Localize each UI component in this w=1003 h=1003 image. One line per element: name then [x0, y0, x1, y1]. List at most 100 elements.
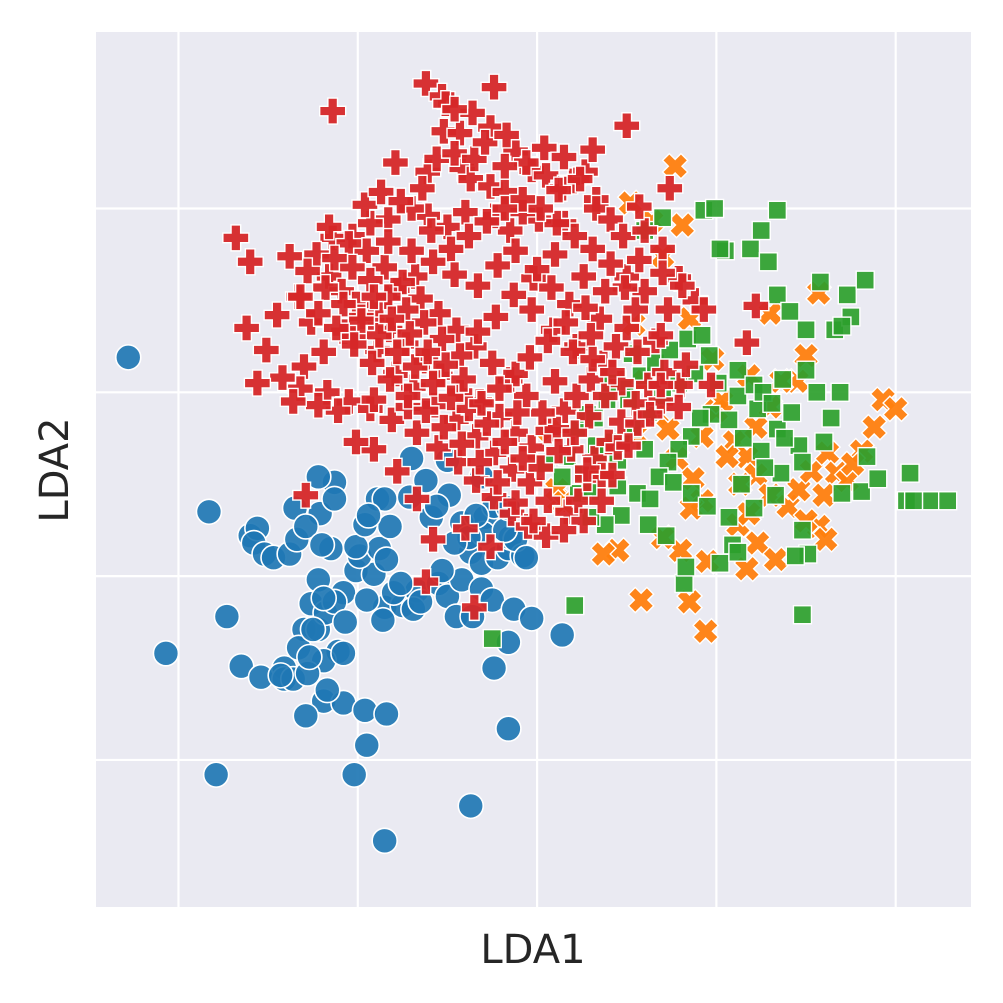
- plus-point: [647, 371, 675, 399]
- plus-point: [302, 240, 331, 269]
- plus-point: [550, 516, 578, 544]
- square-point: [638, 514, 658, 535]
- x-point: [589, 540, 618, 568]
- square-point: [663, 472, 684, 493]
- x-point: [882, 395, 910, 423]
- square-point: [676, 557, 696, 577]
- plus-point: [430, 117, 458, 145]
- plus-point: [690, 295, 718, 324]
- square-point: [937, 491, 958, 511]
- circle-point: [342, 533, 370, 561]
- plus-point: [485, 374, 514, 403]
- plus-point: [335, 387, 363, 416]
- plus-point: [591, 382, 619, 410]
- plus-point: [541, 240, 569, 269]
- plus-point: [286, 283, 315, 311]
- plus-point: [480, 73, 508, 101]
- square-point: [762, 393, 782, 414]
- plus-point: [578, 135, 607, 164]
- circle-point: [292, 513, 320, 540]
- circle-point: [353, 586, 381, 614]
- plus-point: [476, 172, 505, 201]
- square-point: [792, 520, 813, 540]
- plus-point: [672, 351, 700, 379]
- plus-point: [342, 428, 370, 456]
- square-point: [814, 432, 834, 452]
- plus-point: [654, 295, 682, 324]
- square-point: [611, 505, 632, 526]
- circle-point: [495, 715, 522, 742]
- plus-point: [512, 148, 541, 177]
- plus-point: [509, 185, 537, 213]
- plus-point: [523, 255, 551, 283]
- plus-point: [471, 128, 499, 156]
- plus-point: [419, 248, 447, 276]
- square-point: [832, 483, 852, 504]
- plus-point: [636, 400, 664, 429]
- square-point: [810, 272, 831, 292]
- plus-point: [460, 145, 489, 173]
- square-point: [640, 489, 660, 509]
- plus-point: [419, 525, 447, 554]
- plus-point: [516, 343, 544, 372]
- plus-point: [460, 593, 489, 622]
- plus-point: [446, 119, 474, 147]
- square-point: [719, 507, 739, 527]
- x-point: [860, 413, 888, 441]
- plus-point: [476, 533, 505, 561]
- plus-point: [440, 260, 469, 289]
- circle-point: [513, 544, 540, 572]
- plus-point: [360, 385, 388, 414]
- plus-point: [656, 174, 684, 202]
- square-point: [552, 467, 572, 487]
- plus-point: [492, 121, 521, 149]
- plus-point: [403, 419, 431, 447]
- square-point: [780, 301, 800, 322]
- square-point: [767, 200, 788, 221]
- circle-point: [353, 731, 381, 759]
- plus-point: [570, 507, 598, 535]
- circle-point: [114, 344, 142, 371]
- square-point: [751, 441, 771, 461]
- plus-point: [383, 457, 411, 486]
- plus-point: [467, 389, 496, 418]
- circle-point: [310, 584, 338, 612]
- circle-point: [373, 546, 400, 573]
- plus-point: [440, 95, 469, 123]
- plus-point: [417, 216, 445, 245]
- plus-point: [625, 246, 653, 274]
- plus-point: [222, 224, 250, 252]
- square-point: [692, 325, 712, 346]
- plus-point: [534, 487, 562, 515]
- square-point: [903, 491, 924, 511]
- plus-point: [570, 262, 598, 291]
- square-point: [758, 252, 779, 272]
- plus-point: [367, 178, 395, 206]
- square-point: [781, 402, 802, 423]
- circle-point: [195, 498, 223, 526]
- square-point: [832, 316, 852, 336]
- plus-point: [534, 327, 562, 355]
- plus-point: [697, 371, 725, 399]
- circle-point: [267, 662, 294, 689]
- square-point: [751, 220, 771, 241]
- circle-point: [518, 605, 546, 632]
- plus-point: [315, 213, 343, 241]
- circle-point: [331, 608, 359, 636]
- circle-point: [371, 827, 398, 855]
- square-point: [704, 198, 725, 219]
- plus-point: [541, 367, 569, 395]
- plus-point: [378, 406, 406, 434]
- plus-point: [575, 402, 603, 430]
- plus-point: [501, 360, 530, 388]
- circle-point: [308, 531, 336, 559]
- circle-point: [371, 485, 398, 513]
- circle-point: [373, 700, 400, 728]
- square-point: [821, 408, 841, 428]
- square-point: [728, 542, 748, 562]
- plus-point: [290, 352, 318, 381]
- circle-point: [299, 616, 327, 643]
- plus-point: [598, 358, 627, 386]
- plus-point: [544, 437, 573, 465]
